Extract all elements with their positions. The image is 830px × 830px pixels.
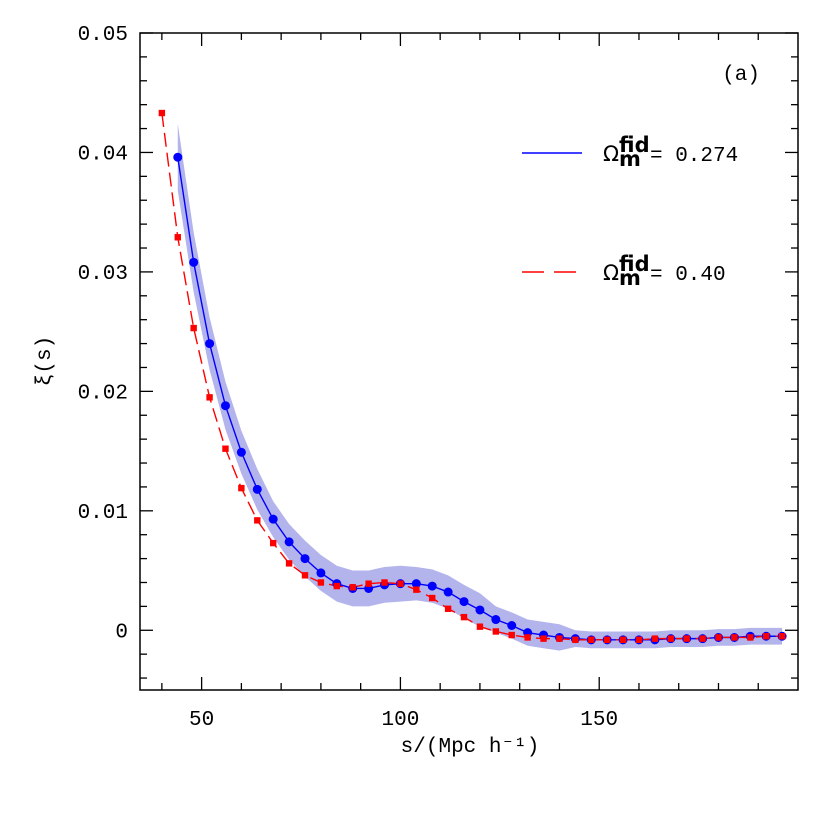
marker bbox=[588, 636, 595, 644]
marker bbox=[556, 635, 563, 642]
marker bbox=[252, 484, 262, 494]
marker bbox=[747, 634, 754, 641]
marker bbox=[317, 579, 325, 586]
marker bbox=[397, 580, 404, 587]
marker bbox=[411, 579, 421, 589]
marker bbox=[572, 636, 579, 644]
legend-label: = 0.40 bbox=[650, 264, 726, 287]
y-tick-label: 0.02 bbox=[78, 382, 128, 405]
y-tick-label: 0.05 bbox=[78, 24, 128, 47]
marker bbox=[413, 586, 420, 593]
y-tick-label: 0.03 bbox=[78, 263, 128, 286]
error-band bbox=[177, 123, 783, 651]
marker bbox=[443, 587, 453, 597]
marker bbox=[699, 635, 706, 642]
marker bbox=[269, 539, 277, 547]
marker bbox=[427, 581, 437, 591]
x-axis-label: s/(Mpc h⁻¹) bbox=[401, 736, 540, 759]
marker bbox=[238, 484, 245, 492]
marker bbox=[285, 560, 293, 567]
marker bbox=[444, 605, 452, 612]
y-tick-label: 0.04 bbox=[78, 143, 128, 166]
marker bbox=[475, 605, 485, 615]
marker bbox=[524, 634, 531, 641]
legend-sub: m bbox=[619, 266, 641, 290]
marker bbox=[205, 339, 215, 349]
marker bbox=[635, 636, 643, 644]
legend-symbol: Ω bbox=[603, 142, 619, 166]
axes: 50 100 150 0 0.01 0.02 0.03 0.04 0.05 bbox=[78, 24, 798, 732]
marker bbox=[762, 633, 770, 640]
marker bbox=[349, 584, 356, 591]
marker bbox=[429, 594, 436, 602]
plot-area bbox=[158, 109, 787, 651]
marker bbox=[254, 517, 261, 524]
marker bbox=[731, 634, 738, 641]
marker bbox=[300, 554, 310, 564]
plot-frame bbox=[139, 32, 799, 691]
marker bbox=[381, 579, 388, 586]
legend-sup: fid bbox=[619, 133, 650, 157]
marker bbox=[492, 628, 500, 635]
marker bbox=[301, 572, 309, 579]
marker bbox=[333, 582, 341, 590]
series-line bbox=[161, 112, 783, 641]
marker bbox=[173, 152, 183, 162]
x-tick-label: 150 bbox=[580, 709, 618, 732]
marker bbox=[540, 635, 547, 642]
marker bbox=[778, 633, 786, 640]
marker bbox=[476, 623, 484, 630]
marker bbox=[508, 631, 515, 639]
marker bbox=[365, 580, 372, 587]
marker bbox=[189, 257, 199, 267]
y-tick-label: 0.01 bbox=[78, 502, 128, 525]
marker bbox=[190, 324, 197, 332]
marker bbox=[236, 447, 246, 457]
marker bbox=[460, 613, 468, 621]
legend-label: = 0.274 bbox=[650, 145, 738, 168]
marker bbox=[491, 615, 501, 625]
marker bbox=[667, 635, 674, 642]
y-axis-label: ξ(s) bbox=[34, 336, 57, 386]
legend-sub: m bbox=[619, 147, 641, 171]
marker bbox=[619, 636, 627, 644]
x-tick-label: 50 bbox=[189, 709, 214, 732]
legend-sup: fid bbox=[619, 252, 650, 276]
x-tick-label: 100 bbox=[382, 709, 420, 732]
marker bbox=[206, 394, 213, 401]
marker bbox=[284, 537, 294, 547]
marker bbox=[715, 634, 722, 641]
marker bbox=[268, 514, 278, 524]
marker bbox=[220, 401, 230, 411]
y-tick-label: 0 bbox=[115, 621, 128, 644]
marker bbox=[459, 597, 469, 607]
annotation: (a) bbox=[722, 64, 760, 87]
marker bbox=[651, 635, 659, 642]
marker bbox=[222, 445, 229, 452]
series-line bbox=[177, 157, 783, 641]
marker bbox=[603, 636, 611, 644]
marker bbox=[683, 635, 690, 642]
legend-symbol: Ω bbox=[603, 261, 619, 285]
marker bbox=[174, 234, 181, 241]
marker bbox=[316, 568, 326, 578]
marker bbox=[158, 109, 166, 117]
marker bbox=[507, 620, 517, 630]
